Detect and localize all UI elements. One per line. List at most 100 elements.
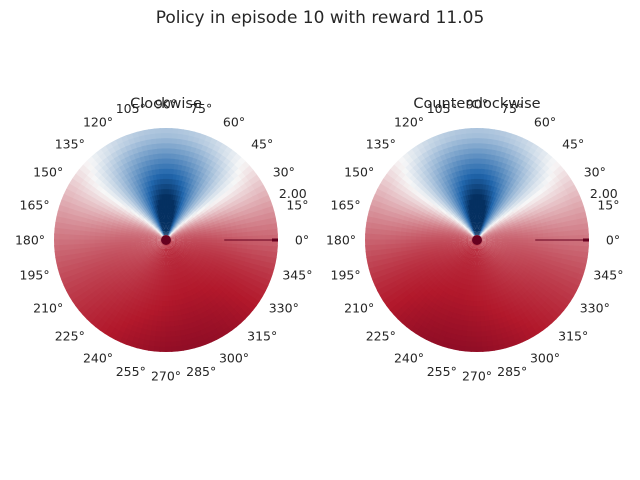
- heatmap-cell: [73, 234, 80, 241]
- heatmap-cell: [453, 226, 460, 231]
- heatmap-cell: [452, 211, 458, 218]
- heatmap-cell: [491, 196, 497, 203]
- heatmap-cell: [458, 282, 464, 290]
- heatmap-cell: [181, 251, 188, 257]
- heatmap-cell: [452, 229, 459, 233]
- heatmap-cell: [473, 224, 476, 231]
- heatmap-cell: [167, 193, 172, 200]
- heatmap-cell: [168, 230, 172, 236]
- heatmap-cell: [142, 248, 148, 252]
- heatmap-cell: [186, 267, 193, 274]
- heatmap-cell: [140, 254, 147, 260]
- heatmap-cell: [125, 214, 132, 220]
- heatmap-cell: [443, 260, 450, 267]
- heatmap-cell: [73, 244, 80, 251]
- heatmap-cell: [64, 218, 72, 226]
- heatmap-cell: [157, 214, 161, 221]
- heatmap-cell: [486, 235, 493, 238]
- heatmap-cell: [157, 242, 163, 247]
- heatmap-cell: [69, 219, 77, 227]
- heatmap-cell: [472, 249, 475, 256]
- heatmap-cell: [467, 209, 471, 216]
- heatmap-cell: [104, 239, 111, 244]
- heatmap-cell: [460, 138, 468, 145]
- heatmap-cell: [504, 252, 511, 257]
- heatmap-cell: [246, 243, 254, 250]
- heatmap-cell: [121, 262, 128, 269]
- heatmap-cell: [466, 237, 473, 240]
- heatmap-cell: [479, 260, 482, 266]
- heatmap-cell: [145, 235, 152, 238]
- heatmap-cell: [165, 316, 171, 323]
- heatmap-cell: [154, 246, 159, 252]
- heatmap-cell: [153, 310, 159, 317]
- heatmap-cell: [458, 266, 464, 273]
- heatmap-cell: [181, 258, 187, 265]
- heatmap-cell: [183, 269, 189, 276]
- heatmap-cell: [508, 254, 515, 259]
- heatmap-cell: [154, 252, 159, 259]
- heatmap-cell: [508, 210, 515, 217]
- theta-tick-label: 105°: [116, 101, 146, 116]
- heatmap-cell: [152, 315, 159, 322]
- heatmap-cell: [456, 234, 463, 237]
- heatmap-cell: [197, 221, 204, 226]
- heatmap-cell: [475, 255, 478, 261]
- heatmap-cell: [553, 239, 560, 245]
- heatmap-cell: [150, 240, 156, 242]
- heatmap-cell: [476, 157, 482, 164]
- heatmap-cell: [445, 203, 452, 210]
- heatmap-cell: [173, 204, 178, 211]
- heatmap-cell: [171, 247, 177, 253]
- heatmap-cell: [155, 236, 162, 239]
- heatmap-cell: [443, 252, 450, 257]
- heatmap-cell: [547, 243, 554, 249]
- heatmap-cell: [184, 230, 191, 234]
- heatmap-cell: [504, 213, 511, 220]
- heatmap-cell: [154, 137, 162, 144]
- heatmap-cell: [484, 204, 489, 211]
- heatmap-cell: [175, 273, 179, 280]
- heatmap-cell: [189, 217, 196, 223]
- heatmap-cell: [207, 256, 215, 262]
- heatmap-cell: [395, 230, 402, 237]
- heatmap-cell: [450, 221, 457, 227]
- heatmap-cell: [461, 218, 466, 224]
- heatmap-cell: [527, 245, 534, 250]
- heatmap-cell: [497, 193, 503, 201]
- heatmap-cell: [162, 229, 165, 236]
- heatmap-cell: [496, 245, 503, 249]
- heatmap-cell: [430, 239, 437, 243]
- heatmap-cell: [537, 242, 544, 248]
- heatmap-cell: [484, 246, 490, 251]
- heatmap-cell: [160, 244, 164, 250]
- heatmap-cell: [457, 265, 462, 272]
- heatmap-cell: [194, 249, 201, 254]
- heatmap-cell: [450, 267, 457, 274]
- heatmap-cell: [126, 212, 134, 218]
- heatmap-cell: [501, 246, 508, 250]
- heatmap-cell: [461, 261, 466, 268]
- heatmap-cell: [446, 243, 453, 247]
- heatmap-cell: [466, 142, 473, 149]
- heatmap-cell: [165, 326, 172, 333]
- heatmap-cell: [188, 200, 194, 208]
- heatmap-cell: [164, 245, 166, 251]
- heatmap-cell: [458, 260, 464, 267]
- heatmap-cell: [181, 236, 187, 239]
- heatmap-cell: [517, 241, 524, 246]
- theta-tick-label: 195°: [20, 268, 50, 283]
- heatmap-cell: [190, 230, 197, 234]
- heatmap-cell: [425, 231, 432, 236]
- heatmap-cell: [458, 220, 464, 226]
- heatmap-cell: [435, 237, 442, 241]
- heatmap-cell: [488, 255, 494, 262]
- heatmap-cell: [478, 250, 480, 256]
- heatmap-cell: [515, 262, 522, 269]
- heatmap-cell: [145, 222, 151, 228]
- heatmap-cell: [480, 233, 486, 238]
- heatmap-cell: [505, 215, 512, 221]
- heatmap-cell: [151, 267, 156, 274]
- heatmap-cell: [162, 224, 165, 231]
- heatmap-cell: [443, 225, 450, 230]
